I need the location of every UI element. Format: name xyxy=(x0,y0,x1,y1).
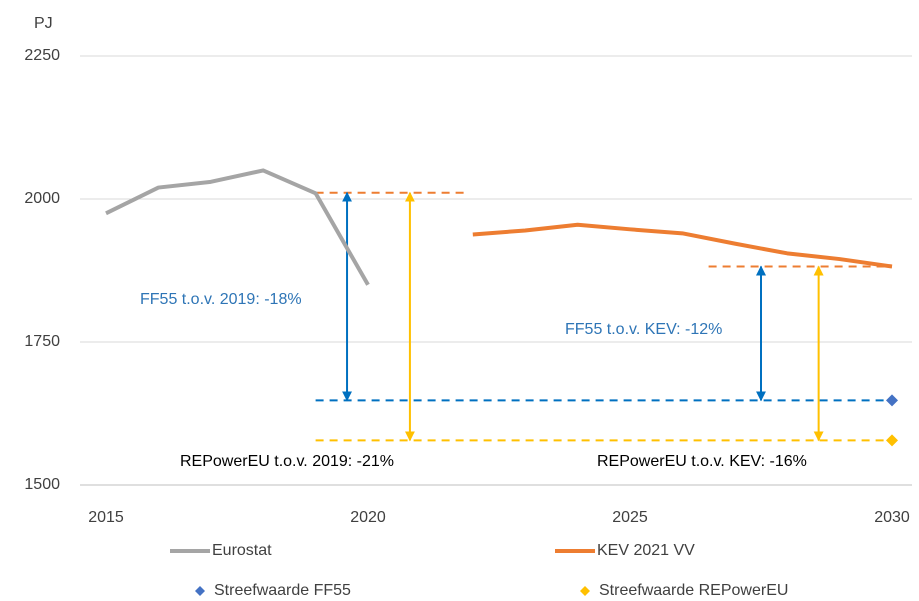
legend-label: KEV 2021 VV xyxy=(597,542,695,559)
y-tick-label: 1500 xyxy=(24,476,60,493)
annotation: FF55 t.o.v. 2019: -18% xyxy=(140,291,302,308)
annotation: FF55 t.o.v. KEV: -12% xyxy=(565,321,722,338)
legend-swatch xyxy=(195,586,205,596)
annotation: REPowerEU t.o.v. KEV: -16% xyxy=(597,453,807,470)
y-tick-label: 1750 xyxy=(24,333,60,350)
x-tick-label: 2025 xyxy=(612,509,648,526)
x-tick-label: 2030 xyxy=(874,509,910,526)
line xyxy=(472,222,893,269)
x-tick-label: 2020 xyxy=(350,509,386,526)
legend-label: Streefwaarde FF55 xyxy=(214,582,351,599)
x-tick-label: 2015 xyxy=(88,509,124,526)
y-axis-label: PJ xyxy=(34,15,53,32)
legend-swatch xyxy=(580,586,590,596)
y-tick-label: 2000 xyxy=(24,190,60,207)
line xyxy=(105,168,370,286)
marker xyxy=(886,434,898,447)
legend-label: Eurostat xyxy=(212,542,272,559)
marker xyxy=(886,394,898,407)
y-tick-label: 2250 xyxy=(24,47,60,64)
annotation: REPowerEU t.o.v. 2019: -21% xyxy=(180,453,394,470)
legend-label: Streefwaarde REPowerEU xyxy=(599,582,788,599)
